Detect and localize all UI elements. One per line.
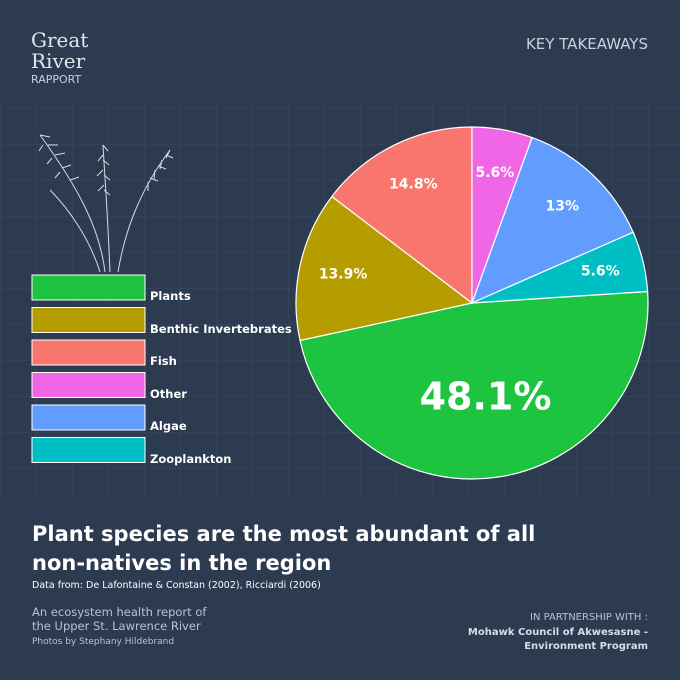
report-line: the Upper St. Lawrence River [32, 619, 201, 633]
brand-line: RAPPORT [31, 73, 82, 86]
legend-swatch [31, 372, 146, 398]
legend-swatch [31, 437, 146, 463]
partner-name: Environment Program [524, 641, 648, 652]
pie-slice [471, 231, 649, 304]
pie-slice [331, 126, 473, 305]
legend-label: Benthic Invertebrates [150, 321, 292, 336]
slice-label: 13.9% [319, 266, 368, 282]
report-line: An ecosystem health report of [32, 605, 207, 619]
legend-swatch [31, 307, 146, 333]
partner-label: IN PARTNERSHIP WITH : [530, 612, 648, 623]
legend-label: Plants [150, 289, 191, 303]
brand-line: River [31, 49, 86, 73]
legend-swatch [31, 404, 146, 431]
brand-line: Great [31, 28, 89, 52]
legend-label: Algae [150, 419, 187, 433]
photo-credit: Photos by Stephany Hildebrand [32, 637, 175, 647]
slice-label: 5.6% [581, 264, 620, 280]
chart-title: Plant species are the most abundant of a… [32, 522, 536, 575]
legend-label: Zooplankton [150, 451, 232, 466]
source: Data from: De Lafontaine & Constan (2002… [32, 580, 321, 591]
partner-name: Mohawk Council of Akwesasne - [467, 627, 648, 638]
pie-slice [299, 290, 649, 480]
pie-slice [295, 195, 474, 342]
slice-label: 13% [545, 199, 579, 215]
legend-label: Other [150, 386, 187, 401]
slice-label: 14.8% [389, 177, 438, 193]
legend-swatch [31, 339, 146, 366]
section-label: KEY TAKEAWAYS [525, 35, 648, 53]
plant-illustration [38, 134, 174, 273]
slice-label: 48.1% [420, 374, 552, 418]
pie-slice [470, 136, 634, 305]
slice-label: 5.6% [475, 165, 514, 181]
legend-swatch [31, 274, 146, 301]
legend-label: Fish [150, 354, 177, 368]
